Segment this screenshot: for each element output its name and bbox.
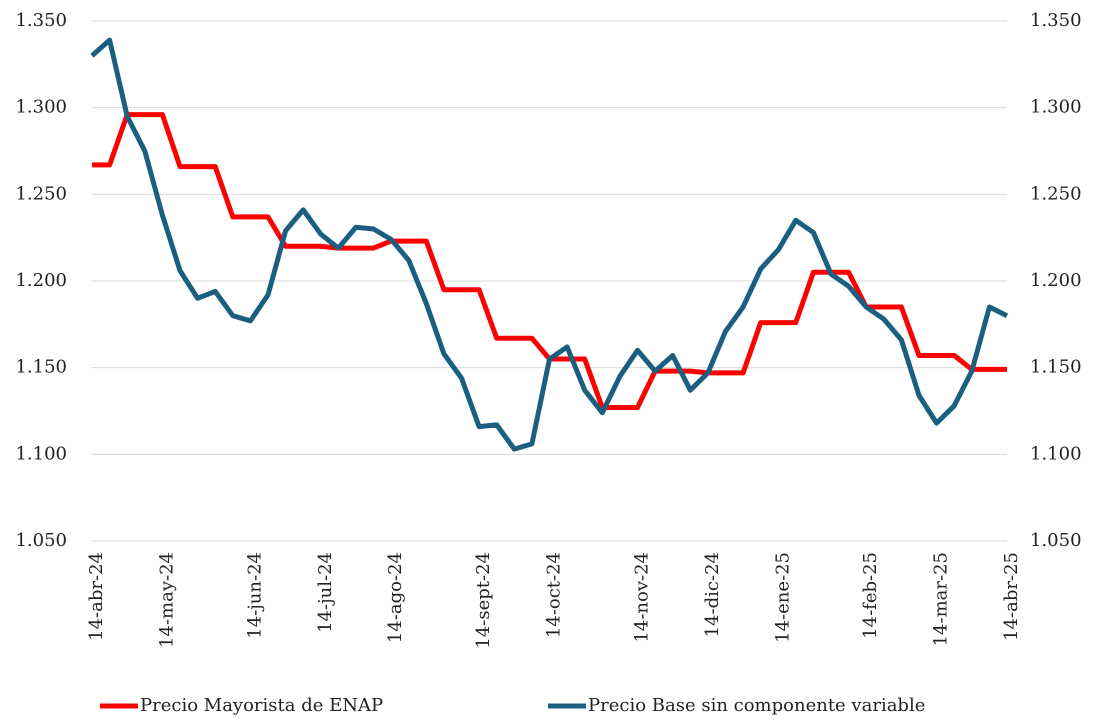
x-tick-label: 14-dic-24	[702, 552, 723, 637]
legend-label: Precio Base sin componente variable	[588, 695, 925, 716]
x-tick-label: 14-mar-25	[931, 552, 952, 646]
y2-tick-label: 1.350	[1030, 10, 1082, 31]
y2-tick-label: 1.200	[1030, 270, 1082, 291]
x-tick-label: 14-nov-24	[631, 552, 652, 643]
x-tick-label: 14-abr-25	[1001, 552, 1022, 641]
y-tick-label: 1.100	[15, 443, 67, 464]
y-tick-label: 1.150	[15, 357, 67, 378]
x-tick-label: 14-feb-25	[860, 552, 881, 639]
y2-tick-label: 1.050	[1030, 530, 1082, 551]
x-tick-label: 14-jun-24	[244, 552, 265, 639]
x-tick-label: 14-ago-24	[385, 552, 406, 643]
x-tick-label: 14-oct-24	[544, 552, 565, 638]
series-line	[90, 37, 1009, 452]
x-tick-label: 14-jul-24	[315, 552, 336, 633]
y-tick-label: 1.050	[15, 530, 67, 551]
x-tick-label: 14-sept-24	[473, 552, 494, 649]
y2-tick-label: 1.300	[1030, 97, 1082, 118]
y-tick-label: 1.350	[15, 10, 67, 31]
y2-tick-label: 1.100	[1030, 443, 1082, 464]
y2-tick-label: 1.150	[1030, 357, 1082, 378]
legend-label: Precio Mayorista de ENAP	[140, 695, 383, 716]
x-tick-label: 14-may-24	[156, 552, 177, 648]
y2-tick-label: 1.250	[1030, 183, 1082, 204]
y-tick-label: 1.300	[15, 97, 67, 118]
y-tick-label: 1.200	[15, 270, 67, 291]
x-tick-label: 14-abr-24	[86, 552, 107, 641]
x-tick-label: 14-ene-25	[772, 552, 793, 643]
y-tick-label: 1.250	[15, 183, 67, 204]
